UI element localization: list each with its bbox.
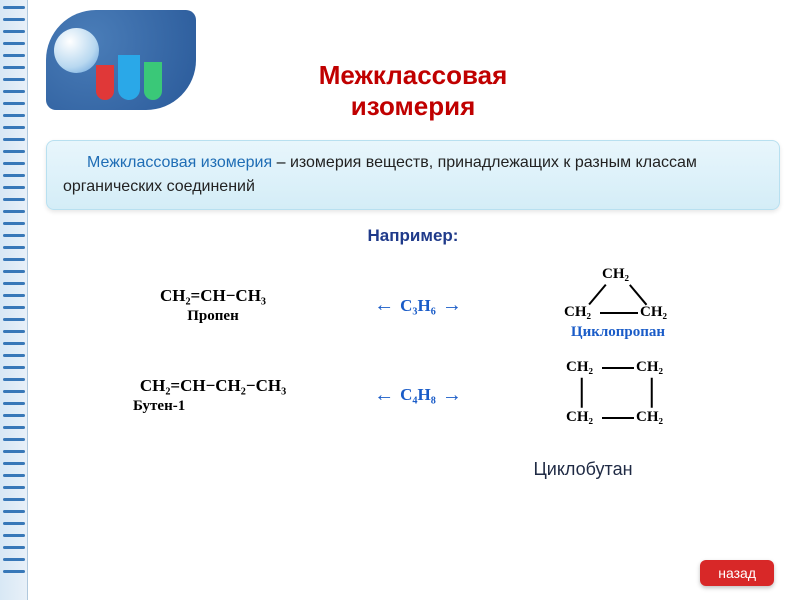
butene-formula: CH₂=CH−CH₂−CH₃ [93,376,333,396]
isomer-row-butene: CH₂=CH−CH₂−CH₃ Бутен-1 ← C₄H₈ → CH₂ CH₂ … [54,359,772,431]
propene-formula: CH₂=CH−CH₃ [93,286,333,306]
ch2-node: CH₂ [566,359,593,376]
bond-edge [600,312,638,314]
butene-block: CH₂=CH−CH₂−CH₃ Бутен-1 [93,376,333,415]
propene-name: Пропен [93,308,333,325]
globe-icon [54,28,99,73]
bond-edge [581,378,583,408]
arrow-left-icon: ← [374,294,394,317]
cyclobutane-structure: CH₂ CH₂ CH₂ CH₂ [548,359,688,431]
slide-content: Межклассовая изомерия Межклассовая изоме… [36,0,800,600]
spiral-binding [0,0,28,600]
bond-edge [602,417,634,419]
example-label: Например: [46,226,780,246]
back-button[interactable]: назад [700,560,774,586]
flask-icon [118,55,140,100]
cyclopropane-structure: CH₂ CH₂ CH₂ [558,270,678,320]
molecular-formula: C₄H₈ [400,385,436,405]
cyclopropane-name: Циклопропан [503,324,733,341]
formula-c3h6: ← C₃H₆ → [333,294,503,317]
ch2-node: CH₂ [602,266,629,283]
molecular-formula: C₃H₆ [400,296,436,316]
arrow-right-icon: → [442,384,462,407]
decorative-chemistry-image [46,10,196,110]
bond-edge [629,285,647,306]
definition-dash: – [272,154,290,171]
definition-box: Межклассовая изомерия – изомерия веществ… [46,140,780,210]
definition-term: Межклассовая изомерия [63,154,272,171]
cyclopropane-block: CH₂ CH₂ CH₂ Циклопропан [503,270,733,341]
ch2-node: CH₂ [636,359,663,376]
ch2-node: CH₂ [564,304,591,321]
bond-edge [589,285,607,306]
cyclobutane-label: Циклобутан [46,459,780,480]
arrow-left-icon: ← [374,384,394,407]
arrow-right-icon: → [442,294,462,317]
flask-icon [96,65,114,100]
formula-c4h8: ← C₄H₈ → [333,384,503,407]
chemistry-diagram-area: CH₂=CH−CH₃ Пропен ← C₃H₆ → CH₂ CH₂ CH₂ Ц… [46,260,780,459]
flask-icon [144,62,162,100]
ch2-node: CH₂ [640,304,667,321]
ch2-node: CH₂ [636,409,663,426]
butene-name: Бутен-1 [93,398,333,415]
ch2-node: CH₂ [566,409,593,426]
isomer-row-propene: CH₂=CH−CH₃ Пропен ← C₃H₆ → CH₂ CH₂ CH₂ Ц… [54,270,772,341]
bond-edge [602,367,634,369]
bond-edge [651,378,653,408]
propene-block: CH₂=CH−CH₃ Пропен [93,286,333,325]
cyclobutane-block: CH₂ CH₂ CH₂ CH₂ [503,359,733,431]
